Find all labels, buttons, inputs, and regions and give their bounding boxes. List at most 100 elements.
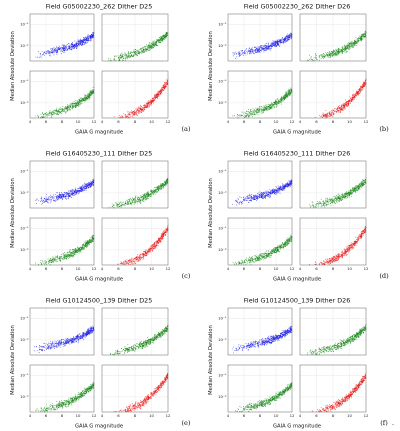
data-point	[67, 108, 69, 110]
data-point	[73, 193, 75, 195]
data-point	[57, 112, 58, 114]
data-point	[90, 92, 91, 94]
data-point	[252, 115, 254, 117]
data-point	[271, 44, 273, 45]
data-point	[340, 110, 341, 112]
data-point	[350, 47, 352, 48]
data-point	[268, 46, 270, 48]
data-point	[285, 91, 287, 93]
data-point	[71, 188, 73, 190]
data-point	[79, 41, 81, 43]
data-point	[119, 205, 121, 207]
data-point	[135, 51, 137, 53]
data-point	[364, 80, 366, 82]
data-point	[332, 113, 334, 115]
data-point	[137, 49, 139, 51]
data-point	[254, 49, 256, 51]
data-point	[247, 113, 249, 115]
data-point	[265, 49, 267, 51]
data-point	[351, 97, 353, 99]
data-point	[61, 109, 63, 110]
data-point	[252, 113, 254, 115]
data-point	[257, 112, 258, 114]
data-point	[125, 57, 127, 58]
data-point	[91, 34, 93, 35]
data-point	[267, 107, 269, 108]
data-point	[44, 54, 45, 56]
data-point	[68, 197, 69, 199]
data-point	[250, 110, 251, 111]
data-point	[71, 193, 73, 195]
data-point	[249, 48, 251, 49]
data-point	[59, 192, 60, 194]
data-point	[41, 200, 43, 202]
data-point	[342, 108, 344, 110]
data-point	[343, 108, 345, 110]
data-point	[75, 188, 76, 190]
data-point	[152, 43, 153, 45]
data-point	[35, 56, 37, 58]
data-point	[330, 52, 332, 54]
data-point	[62, 197, 63, 199]
data-point	[153, 44, 155, 46]
data-point	[59, 47, 61, 49]
data-point	[359, 37, 361, 39]
data-point	[333, 49, 335, 51]
data-point	[244, 115, 246, 117]
data-point	[331, 113, 333, 115]
data-point	[242, 115, 243, 117]
data-point	[359, 86, 361, 87]
data-point	[290, 38, 292, 40]
data-point	[266, 44, 268, 46]
data-point	[66, 194, 67, 195]
data-point	[70, 102, 72, 104]
data-point	[157, 92, 159, 94]
data-point	[155, 44, 156, 45]
x-tick-label: 10	[76, 119, 81, 124]
data-point	[65, 192, 66, 194]
data-point	[329, 51, 331, 53]
data-point	[155, 96, 156, 98]
data-point	[156, 40, 158, 41]
data-point	[50, 55, 52, 57]
data-point	[138, 113, 140, 115]
data-point	[74, 40, 76, 42]
data-point	[245, 49, 247, 51]
data-point	[268, 106, 270, 108]
data-point	[351, 100, 352, 102]
data-point	[155, 193, 157, 195]
data-point	[65, 111, 67, 113]
data-point	[266, 106, 268, 108]
data-point	[156, 45, 158, 46]
data-point	[162, 187, 164, 189]
data-point	[332, 50, 334, 52]
data-point	[145, 192, 147, 194]
data-point	[86, 94, 88, 96]
data-point	[61, 113, 63, 114]
data-point	[57, 113, 59, 115]
data-point	[232, 115, 234, 117]
data-point	[62, 111, 64, 112]
data-point	[323, 114, 325, 116]
data-point	[352, 45, 354, 47]
data-point	[254, 114, 256, 116]
data-point	[327, 112, 329, 114]
data-point	[249, 116, 251, 117]
data-point	[363, 38, 365, 40]
data-point	[113, 116, 115, 118]
data-point	[62, 51, 63, 53]
data-point	[288, 88, 290, 90]
scatter-subplot: 4 6 8 10 12	[299, 70, 369, 124]
data-point	[54, 112, 56, 114]
data-point	[144, 48, 146, 50]
data-point	[347, 44, 349, 45]
data-point	[160, 42, 162, 44]
data-point	[338, 53, 339, 55]
data-point	[72, 105, 73, 107]
data-point	[339, 107, 341, 109]
data-point	[337, 107, 339, 108]
data-point	[89, 36, 91, 37]
data-point	[78, 190, 80, 192]
data-point	[89, 95, 91, 97]
